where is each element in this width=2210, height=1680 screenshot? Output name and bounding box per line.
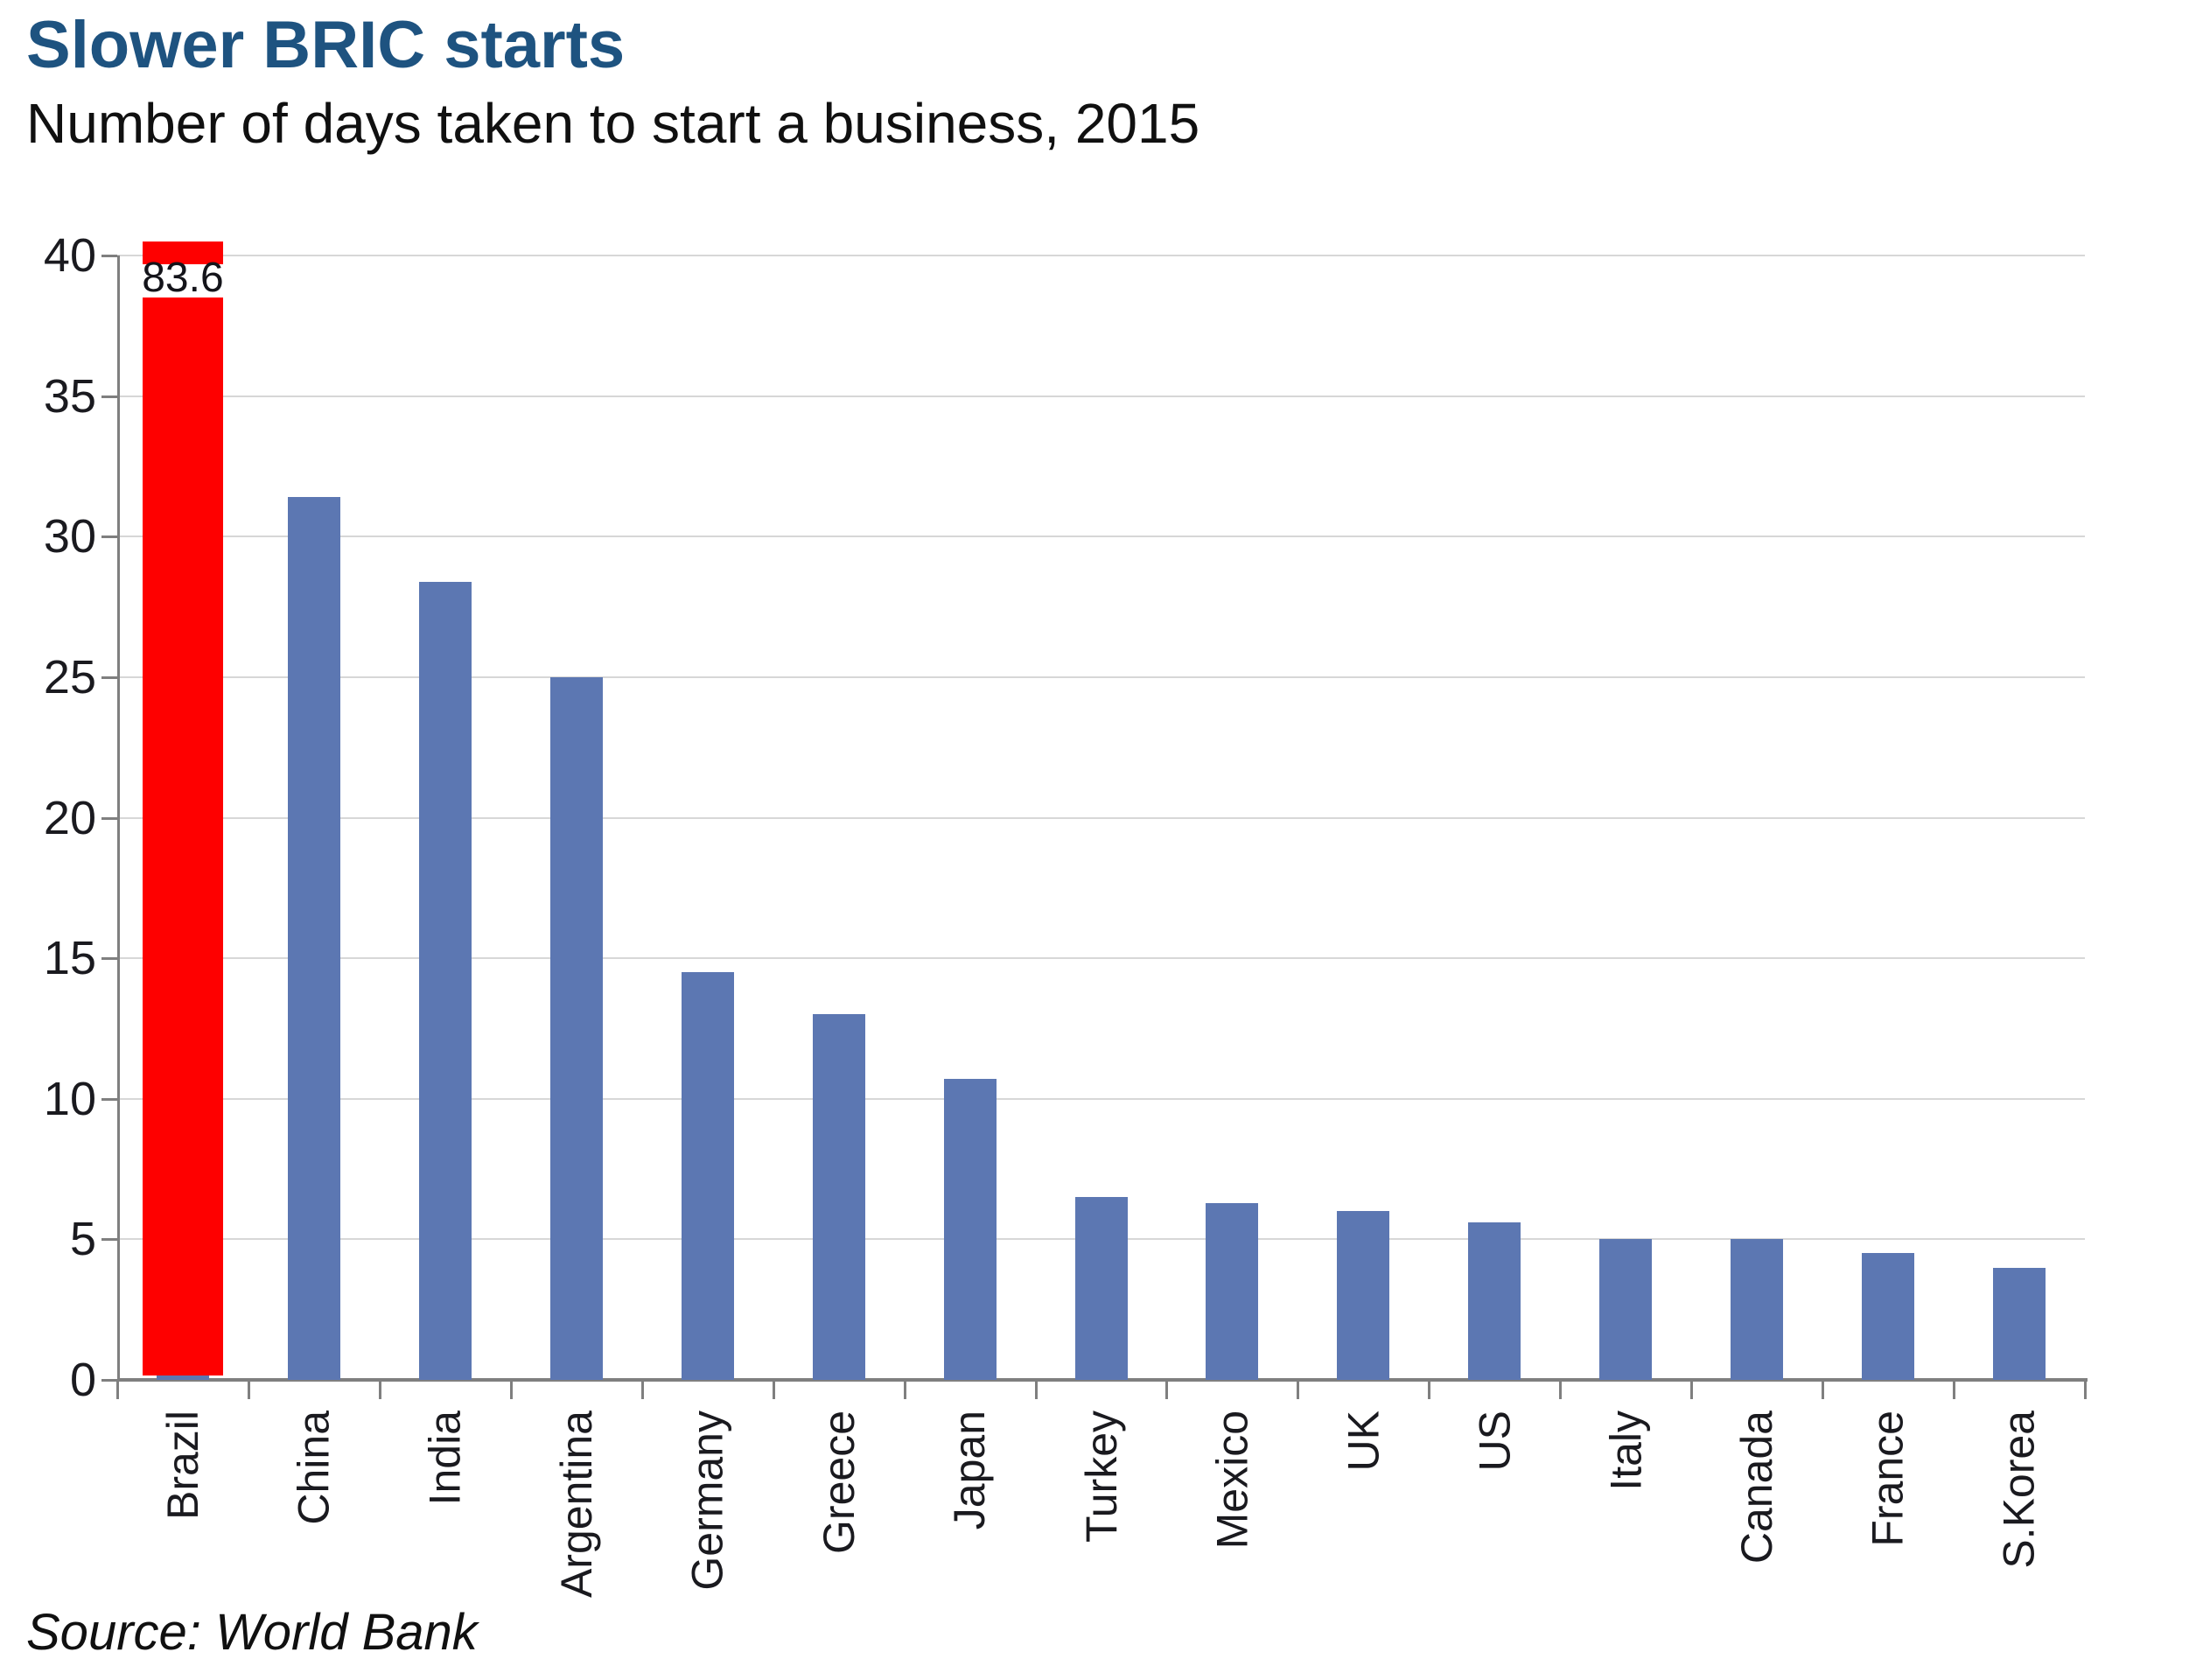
y-axis-label-10: 10 xyxy=(43,1072,96,1125)
bar-mexico xyxy=(1206,1202,1259,1380)
gridline-30 xyxy=(117,536,2085,538)
bar-s-korea xyxy=(1993,1267,2046,1380)
y-axis-tick-30 xyxy=(101,536,117,539)
x-axis-tick-1 xyxy=(247,1380,250,1399)
bar-brazil xyxy=(142,298,223,1376)
y-axis-label-15: 15 xyxy=(43,932,96,985)
y-axis-tick-25 xyxy=(101,676,117,679)
y-axis-label-0: 0 xyxy=(69,1354,96,1406)
bar-turkey xyxy=(1074,1197,1128,1380)
x-axis-tick-10 xyxy=(1428,1380,1431,1399)
x-axis-tick-12 xyxy=(1690,1380,1694,1399)
x-axis-tick-14 xyxy=(1953,1380,1956,1399)
chart-subtitle: Number of days taken to start a business… xyxy=(26,92,1200,155)
bar-uk xyxy=(1337,1211,1390,1380)
y-axis-label-40: 40 xyxy=(43,229,96,282)
bar-value-label-brazil: 83.6 xyxy=(142,255,224,301)
y-axis-label-25: 25 xyxy=(43,650,96,704)
x-label-argentina: Argentina xyxy=(551,1410,601,1599)
x-axis-tick-9 xyxy=(1297,1380,1300,1399)
y-axis-label-30: 30 xyxy=(43,510,96,564)
x-label-canada: Canada xyxy=(1732,1410,1782,1564)
x-axis-tick-3 xyxy=(509,1380,513,1399)
bar-italy xyxy=(1599,1239,1653,1380)
gridline-20 xyxy=(117,816,2085,819)
y-axis-tick-0 xyxy=(101,1379,117,1382)
x-label-germany: Germany xyxy=(682,1410,732,1591)
y-axis-label-20: 20 xyxy=(43,791,96,844)
x-axis-tick-6 xyxy=(903,1380,906,1399)
x-label-japan: Japan xyxy=(945,1410,995,1530)
y-axis-tick-20 xyxy=(101,816,117,820)
x-axis-tick-7 xyxy=(1034,1380,1038,1399)
y-axis-line xyxy=(117,256,120,1380)
source-note: Source: World Bank xyxy=(26,1604,478,1661)
gridline-35 xyxy=(117,395,2085,397)
chart-title: Slower BRIC starts xyxy=(26,8,626,82)
x-axis-tick-5 xyxy=(772,1380,775,1399)
gridline-25 xyxy=(117,676,2085,678)
bar-china xyxy=(287,497,340,1380)
bar-underlay-brazil xyxy=(156,1371,209,1380)
x-axis-tick-15 xyxy=(2084,1380,2087,1399)
y-axis-tick-10 xyxy=(101,1097,117,1101)
x-label-greece: Greece xyxy=(814,1410,864,1554)
x-label-india: India xyxy=(420,1410,470,1506)
x-label-france: France xyxy=(1864,1410,1913,1547)
x-label-s-korea: S.Korea xyxy=(1995,1410,2045,1569)
x-label-italy: Italy xyxy=(1601,1410,1651,1491)
y-axis-tick-40 xyxy=(101,255,117,257)
bar-greece xyxy=(812,1014,865,1380)
bar-india xyxy=(418,581,472,1380)
bar-canada xyxy=(1731,1239,1784,1380)
bar-overflow-cap-brazil xyxy=(142,242,223,264)
bar-us xyxy=(1468,1222,1521,1380)
x-label-mexico: Mexico xyxy=(1207,1410,1257,1550)
x-axis-tick-0 xyxy=(116,1380,119,1399)
y-axis-tick-35 xyxy=(101,395,117,398)
x-label-us: US xyxy=(1470,1410,1520,1472)
gridline-15 xyxy=(117,957,2085,960)
y-axis-label-35: 35 xyxy=(43,369,96,423)
y-axis-label-5: 5 xyxy=(69,1213,96,1266)
x-label-china: China xyxy=(289,1410,339,1525)
bar-japan xyxy=(943,1079,997,1380)
x-label-uk: UK xyxy=(1339,1410,1388,1472)
x-label-brazil: Brazil xyxy=(157,1410,207,1521)
x-axis-tick-11 xyxy=(1559,1380,1563,1399)
bar-france xyxy=(1862,1253,1915,1380)
gridline-10 xyxy=(117,1097,2085,1100)
bar-germany xyxy=(681,972,734,1380)
x-axis-line xyxy=(117,1378,2088,1382)
bar-argentina xyxy=(549,676,603,1380)
x-axis-tick-2 xyxy=(378,1380,381,1399)
y-axis-tick-15 xyxy=(101,957,117,961)
y-axis-tick-5 xyxy=(101,1238,117,1242)
gridline-40 xyxy=(117,255,2085,256)
x-axis-tick-4 xyxy=(640,1380,644,1399)
x-label-turkey: Turkey xyxy=(1076,1410,1126,1543)
x-axis-tick-13 xyxy=(1822,1380,1825,1399)
x-axis-tick-8 xyxy=(1165,1380,1169,1399)
